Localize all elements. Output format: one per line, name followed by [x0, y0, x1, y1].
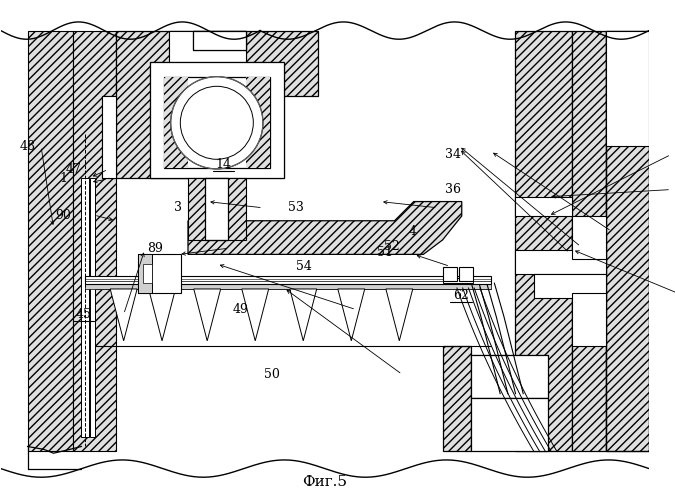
Text: 89: 89 — [147, 242, 163, 254]
Polygon shape — [471, 355, 548, 399]
Text: 50: 50 — [264, 368, 279, 381]
Polygon shape — [148, 289, 176, 341]
Bar — [534, 274, 606, 297]
Polygon shape — [188, 202, 462, 254]
Polygon shape — [194, 289, 221, 341]
Bar — [85, 284, 491, 289]
Polygon shape — [290, 289, 317, 341]
Polygon shape — [73, 30, 116, 452]
Text: Фиг.5: Фиг.5 — [302, 475, 348, 489]
Bar — [138, 254, 153, 293]
Polygon shape — [228, 178, 246, 240]
Polygon shape — [572, 216, 606, 259]
Bar — [443, 267, 457, 281]
Text: 3: 3 — [173, 202, 182, 214]
Text: 51: 51 — [377, 246, 392, 260]
Polygon shape — [164, 76, 188, 168]
Bar — [606, 30, 649, 452]
Polygon shape — [110, 289, 137, 341]
Polygon shape — [28, 30, 73, 452]
Text: 53: 53 — [288, 202, 304, 214]
Bar — [82, 178, 89, 437]
Bar — [205, 178, 228, 240]
Text: 1: 1 — [59, 172, 68, 186]
Text: 36: 36 — [446, 183, 461, 196]
Bar — [572, 216, 606, 259]
Bar — [101, 96, 116, 178]
Polygon shape — [514, 30, 572, 452]
Bar — [169, 30, 246, 84]
Polygon shape — [116, 30, 318, 178]
Bar — [471, 398, 548, 452]
Circle shape — [171, 76, 263, 169]
Bar — [138, 254, 182, 293]
Bar — [606, 30, 649, 146]
Bar — [143, 264, 153, 283]
Bar — [514, 197, 572, 216]
Polygon shape — [188, 178, 205, 240]
Bar — [85, 276, 491, 284]
Bar — [443, 278, 473, 283]
Bar — [150, 62, 284, 178]
Bar — [572, 293, 606, 346]
Text: 34: 34 — [446, 148, 461, 161]
Polygon shape — [169, 30, 246, 84]
Bar — [164, 76, 269, 168]
Polygon shape — [242, 289, 269, 341]
Polygon shape — [246, 76, 269, 168]
Text: 52: 52 — [385, 240, 400, 253]
Text: 49: 49 — [233, 303, 248, 316]
Polygon shape — [572, 30, 606, 452]
Text: 48: 48 — [20, 140, 36, 153]
Text: 45: 45 — [76, 308, 92, 321]
Polygon shape — [606, 30, 649, 146]
Bar — [514, 250, 606, 274]
Bar — [188, 178, 246, 240]
Polygon shape — [150, 62, 284, 178]
Polygon shape — [572, 293, 606, 346]
Text: 62: 62 — [453, 288, 469, 302]
Polygon shape — [386, 289, 412, 341]
Bar — [459, 267, 473, 281]
Bar — [90, 178, 95, 437]
Polygon shape — [606, 30, 649, 452]
Text: 54: 54 — [296, 260, 312, 273]
Text: 47: 47 — [65, 163, 81, 176]
Bar — [193, 30, 246, 50]
Text: 14: 14 — [215, 158, 231, 171]
Polygon shape — [193, 30, 246, 50]
Text: 90: 90 — [55, 208, 72, 222]
Bar — [471, 355, 548, 399]
Polygon shape — [338, 289, 364, 341]
Polygon shape — [443, 346, 471, 452]
Text: 4: 4 — [409, 225, 417, 238]
